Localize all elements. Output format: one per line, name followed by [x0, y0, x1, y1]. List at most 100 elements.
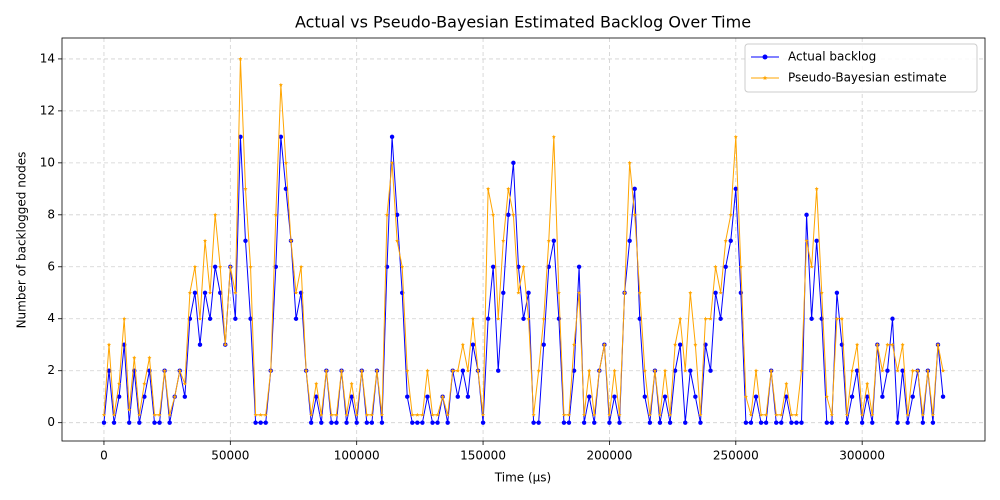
point	[480, 420, 486, 425]
point	[799, 368, 804, 373]
point	[273, 264, 279, 269]
point	[733, 186, 739, 192]
x-tick-label: 300000	[839, 449, 885, 463]
point	[526, 290, 531, 295]
point	[127, 407, 132, 412]
point	[470, 316, 476, 321]
point	[779, 412, 784, 417]
point	[430, 420, 435, 425]
point	[293, 316, 299, 321]
point	[859, 420, 865, 425]
point	[925, 368, 930, 373]
point	[228, 264, 233, 269]
point	[319, 420, 324, 425]
point	[713, 290, 718, 295]
point	[420, 420, 425, 425]
point	[865, 381, 870, 386]
point	[880, 394, 885, 399]
legend: Actual backlog Pseudo-Bayesian estimate	[744, 43, 978, 93]
point	[394, 212, 400, 218]
point	[930, 412, 936, 417]
point	[592, 412, 597, 417]
point	[940, 394, 946, 399]
point	[450, 368, 455, 373]
point	[642, 394, 648, 399]
point	[627, 238, 632, 243]
x-tick-label: 150000	[460, 449, 506, 463]
point	[774, 412, 779, 417]
point	[207, 316, 213, 321]
point	[142, 394, 147, 399]
point	[718, 316, 723, 321]
point	[455, 368, 460, 373]
point	[667, 420, 673, 425]
point	[248, 264, 253, 269]
y-tick-label: 8	[47, 207, 55, 221]
point	[748, 420, 754, 425]
point	[672, 368, 678, 373]
point	[465, 394, 471, 399]
point	[137, 420, 142, 425]
point	[334, 412, 339, 417]
point	[400, 264, 405, 269]
point	[152, 420, 157, 425]
point	[192, 264, 198, 269]
point	[708, 368, 713, 373]
point	[475, 368, 481, 373]
point	[804, 238, 809, 243]
point	[708, 316, 713, 321]
point	[728, 212, 733, 217]
point	[243, 186, 248, 191]
point	[425, 394, 430, 399]
legend-box	[744, 43, 978, 93]
point	[677, 342, 683, 347]
point	[218, 290, 223, 295]
point	[506, 186, 511, 191]
point	[834, 316, 839, 321]
point	[794, 412, 799, 417]
legend-marker	[762, 54, 768, 60]
point	[657, 412, 663, 417]
x-axis-label: Time (µs)	[494, 471, 551, 485]
point	[738, 264, 743, 269]
point	[521, 264, 526, 269]
point	[718, 290, 723, 295]
x-tick-label: 250000	[713, 449, 759, 463]
point	[571, 368, 577, 373]
x-tick-label: 200000	[587, 449, 633, 463]
legend-label: Pseudo-Bayesian estimate	[788, 71, 947, 85]
point	[566, 420, 572, 425]
plot-frame	[61, 37, 986, 442]
point	[379, 420, 385, 425]
point	[309, 412, 314, 417]
point	[263, 412, 268, 417]
point	[763, 420, 769, 425]
point	[647, 412, 652, 417]
point	[258, 412, 263, 417]
point	[622, 290, 627, 295]
point	[223, 342, 228, 347]
point	[890, 342, 895, 347]
point	[839, 316, 845, 321]
point	[248, 316, 253, 321]
point	[733, 134, 738, 139]
point	[814, 186, 819, 191]
point	[516, 290, 521, 295]
point	[784, 394, 789, 399]
point	[541, 316, 546, 321]
point	[283, 160, 289, 165]
point	[844, 412, 850, 417]
point	[516, 264, 521, 269]
point	[374, 368, 379, 373]
point	[238, 56, 243, 61]
point	[764, 412, 769, 417]
point	[299, 264, 304, 269]
point	[491, 212, 496, 217]
y-tick-label: 4	[47, 311, 55, 325]
point	[283, 186, 289, 192]
point	[359, 368, 364, 373]
point	[243, 238, 248, 243]
point	[551, 238, 557, 243]
point	[865, 394, 870, 399]
